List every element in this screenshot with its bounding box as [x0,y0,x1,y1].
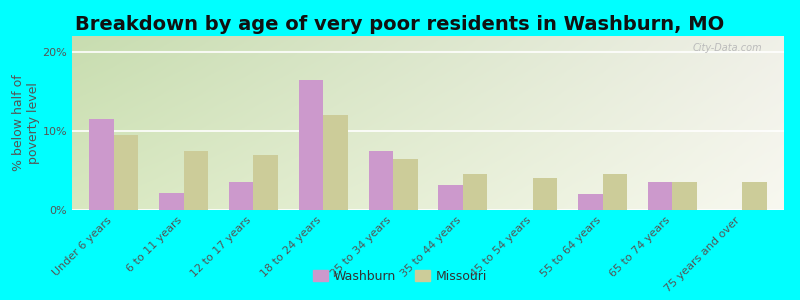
Bar [299,80,323,210]
Bar [742,182,766,210]
Text: Breakdown by age of very poor residents in Washburn, MO: Breakdown by age of very poor residents … [75,15,725,34]
Bar [229,182,254,210]
Bar [672,182,697,210]
Bar [578,194,602,210]
Bar [184,151,208,210]
Bar [90,119,114,210]
Legend: Washburn, Missouri: Washburn, Missouri [307,265,493,288]
Y-axis label: % below half of
poverty level: % below half of poverty level [12,75,40,171]
Bar [369,151,393,210]
Bar [533,178,557,210]
Bar [463,174,487,210]
Bar [648,182,672,210]
Text: City-Data.com: City-Data.com [693,43,762,53]
Bar [114,135,138,210]
Bar [323,115,348,210]
Bar [254,154,278,210]
Bar [393,159,418,210]
Bar [438,185,463,210]
Bar [602,174,627,210]
Bar [159,193,184,210]
